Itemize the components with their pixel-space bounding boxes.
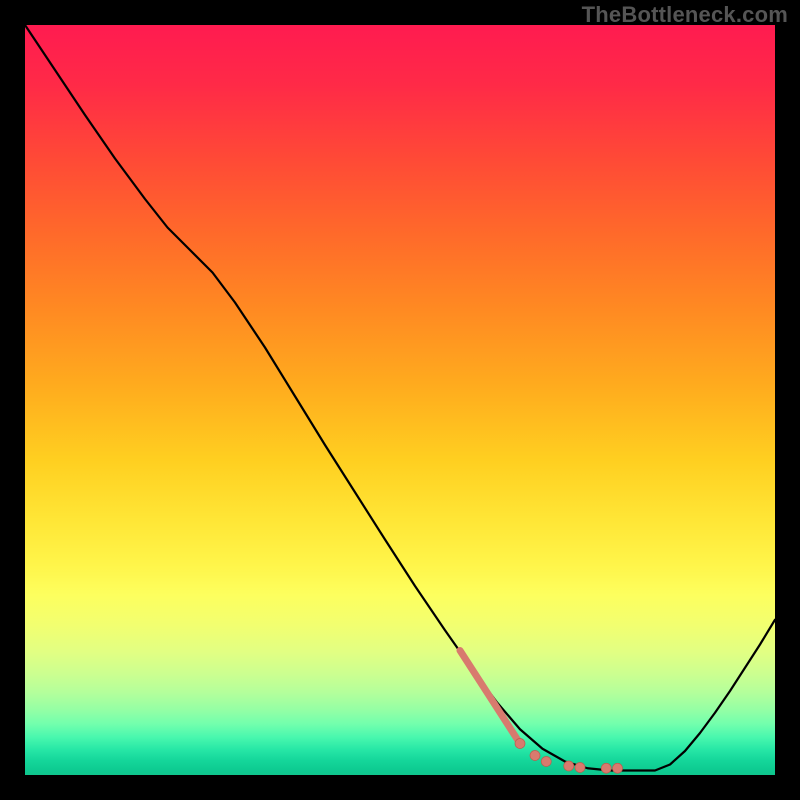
marker-dot bbox=[601, 763, 611, 773]
marker-dot bbox=[564, 761, 574, 771]
marker-dot bbox=[541, 757, 551, 767]
marker-dot bbox=[613, 763, 623, 773]
marker-dot bbox=[530, 751, 540, 761]
marker-dot bbox=[575, 763, 585, 773]
chart-plot-area bbox=[25, 25, 775, 775]
bottleneck-chart bbox=[0, 0, 800, 800]
chart-stage: TheBottleneck.com bbox=[0, 0, 800, 800]
watermark-text: TheBottleneck.com bbox=[582, 2, 788, 28]
marker-dot bbox=[515, 739, 525, 749]
